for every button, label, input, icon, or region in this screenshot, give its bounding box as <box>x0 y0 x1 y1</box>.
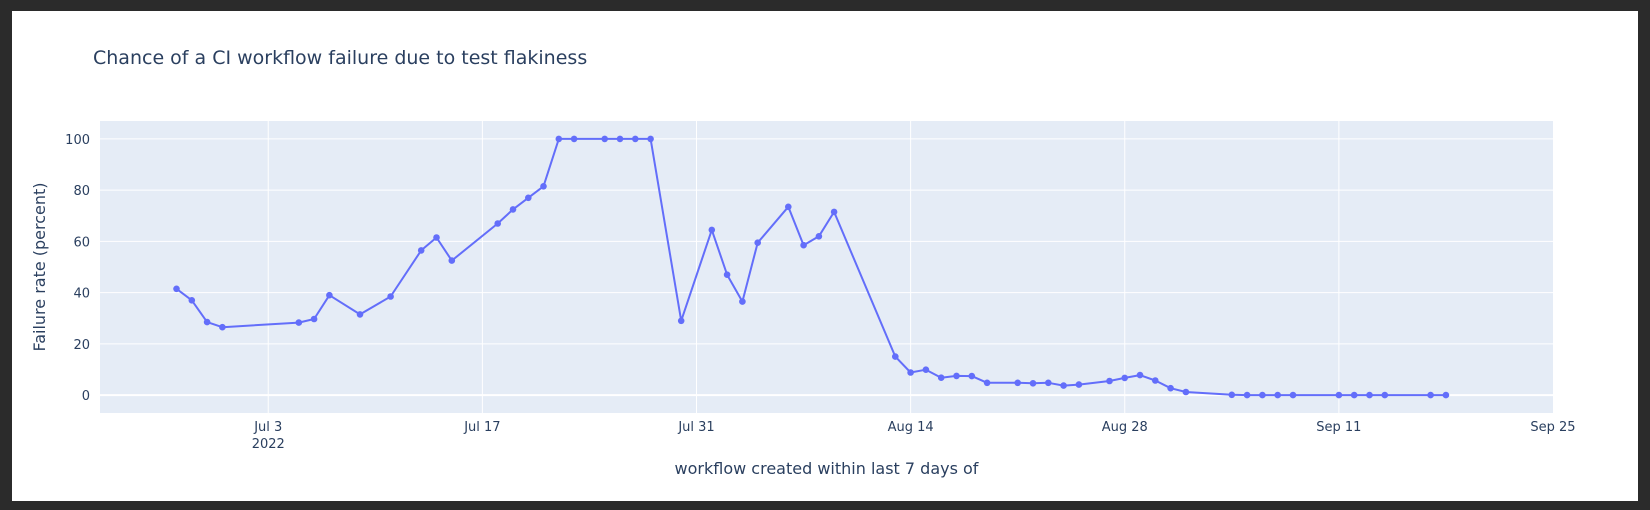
data-point <box>968 372 976 380</box>
chart-title: Chance of a CI workflow failure due to t… <box>93 47 587 69</box>
data-point <box>387 293 394 300</box>
data-point <box>356 311 364 318</box>
data-point <box>1243 391 1251 399</box>
data-point <box>448 257 456 264</box>
data-point <box>1152 377 1159 384</box>
data-point <box>540 183 547 190</box>
x-tick-label: Aug 28 <box>1102 420 1148 435</box>
x-tick-sublabel: 2022 <box>252 437 285 452</box>
data-point <box>1060 382 1067 389</box>
x-tick-label: Sep 11 <box>1316 420 1361 435</box>
data-point <box>219 323 226 331</box>
data-point <box>1274 391 1281 399</box>
data-point <box>677 317 685 325</box>
data-point <box>830 208 838 216</box>
data-point <box>1442 391 1450 399</box>
data-point <box>433 234 440 241</box>
data-point <box>1259 391 1266 399</box>
data-point <box>983 379 991 387</box>
data-point <box>173 285 180 293</box>
data-point <box>203 318 211 326</box>
data-point <box>739 298 746 305</box>
data-point <box>892 353 899 360</box>
data-point <box>601 135 608 143</box>
data-point <box>723 271 731 279</box>
data-point <box>1121 374 1128 382</box>
x-tick-label: Aug 14 <box>888 420 934 435</box>
data-point <box>1289 391 1297 399</box>
data-point <box>1075 381 1083 388</box>
y-tick-label: 80 <box>73 184 90 199</box>
chart-svg: Chance of a CI workflow failure due to t… <box>30 47 1576 478</box>
data-point <box>708 226 716 234</box>
tick-labels: 0 20 40 60 80 100 Jul 3 2022 Jul 17 Jul 31 Aug 14 A… <box>65 133 1575 452</box>
data-point <box>616 135 624 143</box>
x-tick-label: Jul 17 <box>463 420 500 435</box>
data-point <box>1381 391 1389 399</box>
data-point <box>754 239 761 246</box>
y-tick-label: 0 <box>82 389 90 404</box>
data-point <box>1335 391 1343 399</box>
plot-area <box>100 121 1553 413</box>
data-point <box>326 291 333 299</box>
y-axis-title: Failure rate (percent) <box>30 182 49 351</box>
data-point <box>295 319 303 326</box>
data-point <box>647 135 654 143</box>
x-tick-label: Jul 3 <box>253 420 282 435</box>
data-point <box>1045 379 1052 387</box>
data-point <box>1106 377 1113 385</box>
x-axis-title: workflow created within last 7 days of <box>675 459 979 478</box>
x-tick-label: Sep 25 <box>1530 420 1575 435</box>
data-point <box>632 135 639 143</box>
series-layer <box>173 135 1450 399</box>
data-point <box>907 369 914 376</box>
data-point <box>494 220 502 227</box>
y-tick-label: 60 <box>73 235 90 250</box>
data-point <box>800 241 807 249</box>
data-point <box>1029 380 1037 387</box>
data-point <box>1350 391 1358 399</box>
data-point <box>937 374 945 382</box>
data-point <box>188 297 196 304</box>
data-point <box>310 315 318 323</box>
data-point <box>953 372 960 380</box>
data-point <box>417 247 425 254</box>
data-point <box>1228 391 1236 399</box>
chart-container: Chance of a CI workflow failure due to t… <box>12 11 1638 501</box>
data-point <box>525 194 532 202</box>
data-point <box>1366 391 1373 399</box>
data-point <box>509 206 517 213</box>
data-point <box>1427 391 1434 399</box>
x-tick-label: Jul 31 <box>677 420 714 435</box>
data-point <box>1167 384 1174 392</box>
y-tick-label: 100 <box>65 133 90 148</box>
y-tick-label: 20 <box>73 338 90 353</box>
data-point <box>922 366 930 374</box>
data-point <box>1136 371 1144 379</box>
data-point <box>555 135 563 143</box>
data-point <box>815 233 823 240</box>
data-point <box>1014 379 1021 387</box>
y-tick-label: 40 <box>73 287 90 302</box>
data-point <box>570 135 578 143</box>
data-point <box>785 203 792 211</box>
data-point <box>1182 388 1190 396</box>
